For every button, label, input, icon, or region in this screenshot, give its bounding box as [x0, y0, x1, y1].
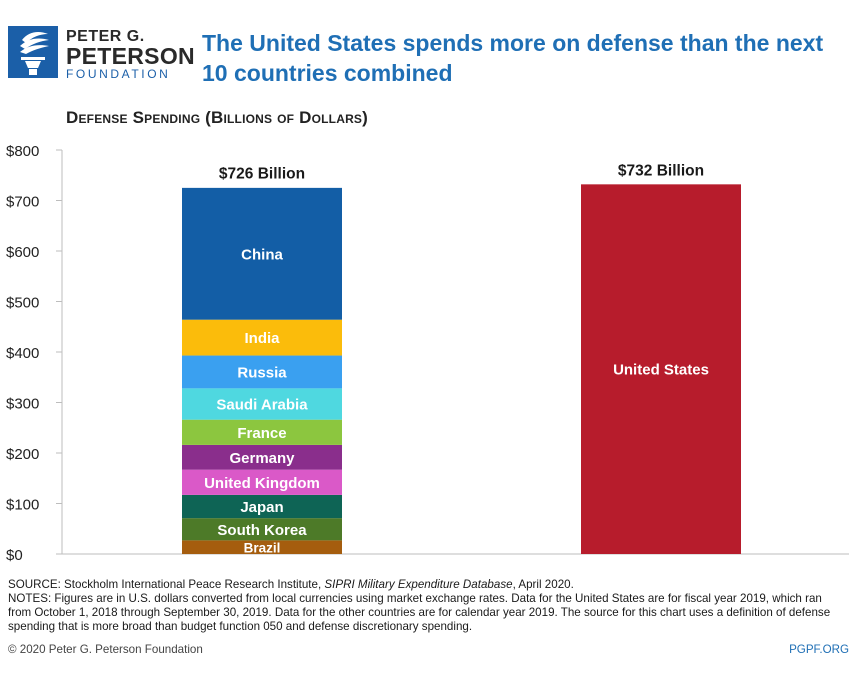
- bar-segment-germany: [182, 444, 342, 470]
- y-tick-label: $800: [6, 143, 39, 160]
- y-tick-label: $700: [6, 194, 39, 211]
- headline: The United States spends more on defense…: [202, 28, 842, 88]
- segment-label: India: [244, 330, 280, 347]
- y-tick-label: $100: [6, 497, 39, 514]
- segment-label: United States: [613, 362, 709, 379]
- segment-label: Japan: [240, 499, 283, 516]
- bar-segment-india: [182, 319, 342, 356]
- source-database-title: SIPRI Military Expenditure Database: [324, 578, 513, 591]
- bar-segment-united-kingdom: [182, 469, 342, 495]
- chart-title: Defense Spending (Billions of Dollars): [66, 108, 368, 127]
- bar-segment-united-states: [581, 184, 741, 554]
- headline-line-2: 10 countries combined: [202, 60, 453, 86]
- segment-label: China: [241, 246, 283, 263]
- logo-line-3: FOUNDATION: [66, 67, 171, 81]
- y-tick-label: $400: [6, 345, 39, 362]
- site-link[interactable]: PGPF.ORG: [789, 643, 849, 656]
- y-tick-label: $0: [6, 547, 23, 564]
- segment-label: United Kingdom: [204, 475, 320, 492]
- segment-label: South Korea: [217, 522, 307, 539]
- source-notes: SOURCE: Stockholm International Peace Re…: [8, 578, 846, 634]
- y-tick-label: $600: [6, 244, 39, 261]
- bar-segment-russia: [182, 355, 342, 389]
- y-tick-label: $500: [6, 295, 39, 312]
- segment-label: Brazil: [244, 541, 281, 556]
- logo-line-2: PETERSON: [66, 43, 195, 69]
- y-tick-label: $200: [6, 446, 39, 463]
- notes-text: NOTES: Figures are in U.S. dollars conve…: [8, 592, 831, 633]
- segment-label: Saudi Arabia: [216, 397, 308, 414]
- bar-segment-japan: [182, 494, 342, 519]
- stacked-bar-chart: $0 $100 $200 $300 $400 $500 $600 $700 $800 Brazil…: [6, 143, 849, 564]
- y-tick-label: $300: [6, 396, 39, 413]
- bar-segment-france: [182, 419, 342, 445]
- bar-total-label: $726 Billion: [219, 165, 305, 182]
- logo: PETER G. PETERSON FOUNDATION: [8, 26, 195, 82]
- bar-segment-south-korea: [182, 518, 342, 541]
- bar-total-label: $732 Billion: [618, 162, 704, 179]
- bar-segment-brazil: [182, 540, 342, 554]
- torch-logo-icon: [8, 26, 58, 78]
- copyright: © 2020 Peter G. Peterson Foundation: [8, 643, 203, 656]
- source-line: SOURCE: Stockholm International Peace Re…: [8, 578, 574, 591]
- headline-line-1: The United States spends more on defense…: [202, 30, 824, 56]
- logo-line-1: PETER G.: [66, 28, 145, 45]
- segment-label: France: [237, 425, 286, 442]
- bar-segment-saudi-arabia: [182, 388, 342, 420]
- segment-label: Germany: [229, 450, 295, 467]
- segment-label: Russia: [237, 364, 287, 381]
- bar-segment-china: [182, 187, 342, 320]
